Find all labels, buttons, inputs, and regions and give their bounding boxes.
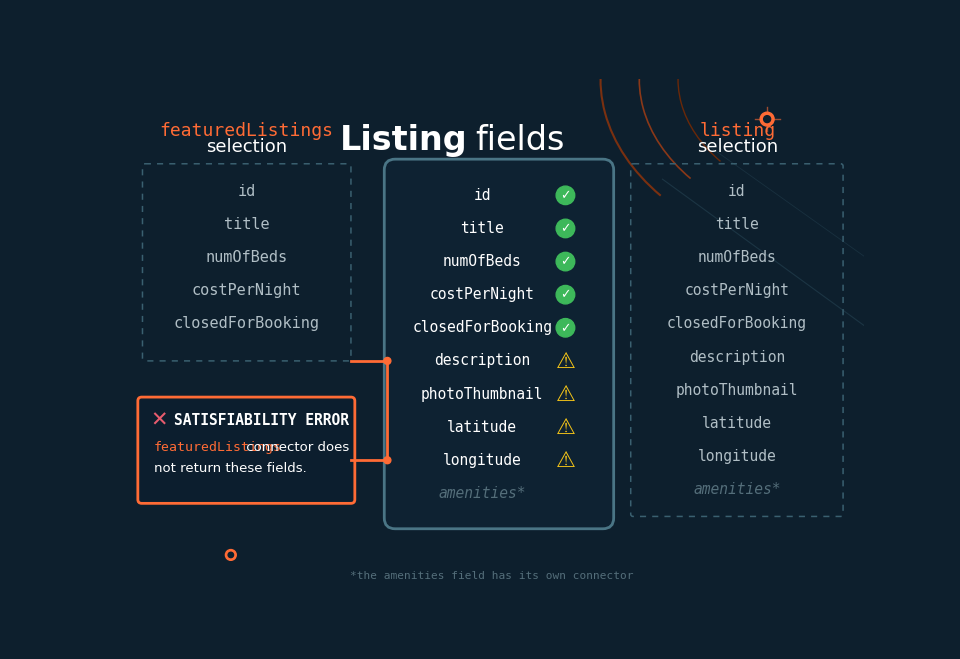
Text: featuredListings: featuredListings [159,123,333,140]
Circle shape [763,116,771,123]
Text: not return these fields.: not return these fields. [155,462,307,475]
Text: longitude: longitude [698,449,777,464]
Text: id: id [728,184,746,199]
Text: SATISFIABILITY ERROR: SATISFIABILITY ERROR [175,413,349,428]
Text: numOfBeds: numOfBeds [698,250,777,265]
Circle shape [228,552,233,558]
Text: id: id [473,188,492,203]
Text: closedForBooking: closedForBooking [413,320,552,335]
Text: costPerNight: costPerNight [192,283,301,299]
Circle shape [556,252,575,271]
Text: Listing: Listing [340,124,468,158]
Text: fields: fields [475,124,564,158]
FancyBboxPatch shape [384,159,613,529]
Text: photoThumbnail: photoThumbnail [421,387,543,401]
Text: ✓: ✓ [561,289,570,302]
Text: numOfBeds: numOfBeds [443,254,521,269]
Text: selection: selection [205,138,287,156]
Text: closedForBooking: closedForBooking [174,316,320,331]
Text: amenities*: amenities* [439,486,526,501]
Circle shape [384,457,391,464]
Text: photoThumbnail: photoThumbnail [676,383,798,397]
Text: title: title [461,221,504,236]
Circle shape [384,357,391,364]
Circle shape [556,318,575,337]
Text: longitude: longitude [443,453,521,468]
Text: ⚠: ⚠ [556,451,576,471]
FancyBboxPatch shape [138,397,355,503]
Text: listing: listing [700,123,776,140]
Text: costPerNight: costPerNight [684,283,789,299]
Circle shape [760,112,774,126]
Text: costPerNight: costPerNight [430,287,535,302]
Text: latitude: latitude [702,416,772,431]
Circle shape [556,186,575,204]
Text: title: title [715,217,758,232]
Text: description: description [688,349,785,364]
Circle shape [226,550,236,560]
Circle shape [556,285,575,304]
Text: closedForBooking: closedForBooking [667,316,807,331]
Text: latitude: latitude [447,420,517,435]
Text: ✓: ✓ [561,322,570,335]
Text: ✓: ✓ [561,222,570,235]
Text: ✕: ✕ [150,410,167,430]
Text: numOfBeds: numOfBeds [205,250,288,265]
Text: selection: selection [697,138,779,156]
Text: ⚠: ⚠ [556,352,576,372]
Text: connector does: connector does [242,441,349,453]
Text: ✓: ✓ [561,256,570,268]
Circle shape [556,219,575,238]
Text: featuredListings: featuredListings [155,441,282,453]
Text: description: description [434,353,531,368]
Text: title: title [224,217,270,232]
Text: amenities*: amenities* [693,482,780,497]
Text: ⚠: ⚠ [556,418,576,438]
Text: id: id [237,184,255,199]
Text: *the amenities field has its own connector: *the amenities field has its own connect… [350,571,634,581]
Text: ⚠: ⚠ [556,385,576,405]
Text: ✓: ✓ [561,189,570,202]
